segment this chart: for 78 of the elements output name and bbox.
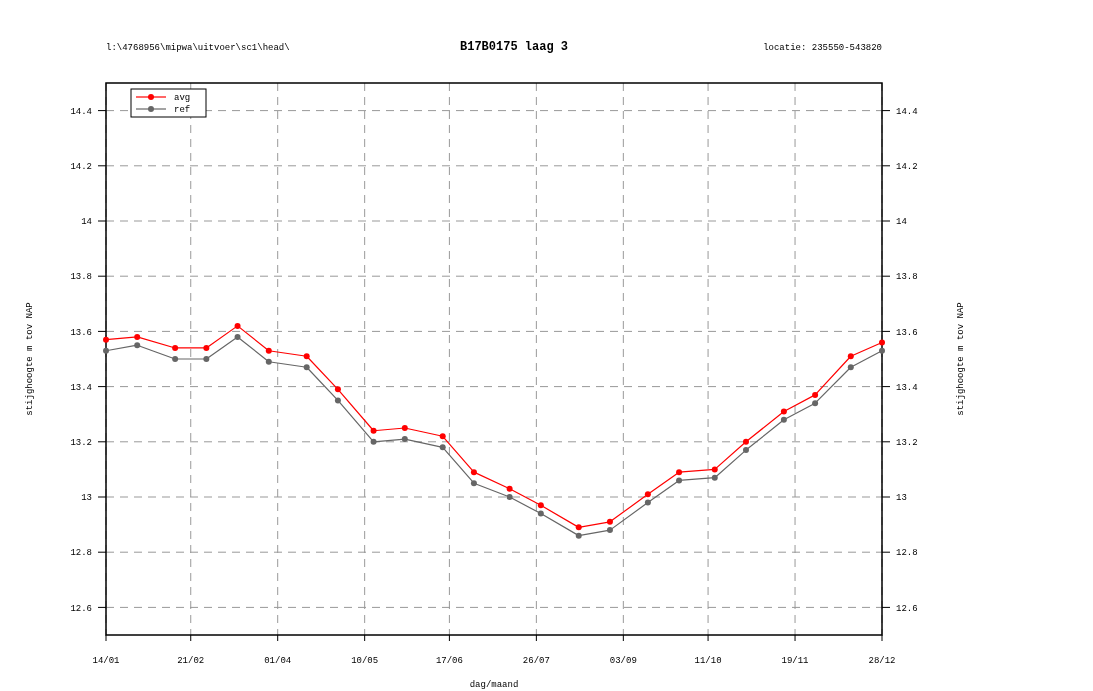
point: [780, 416, 787, 423]
point: [265, 358, 272, 365]
point: [439, 444, 446, 451]
x-tick-label: 11/10: [694, 656, 722, 666]
x-tick-label: 21/02: [177, 656, 205, 666]
x-tick-label: 26/07: [522, 656, 550, 666]
point: [879, 347, 885, 354]
point: [606, 527, 613, 534]
y-tick-label: 12.6: [70, 603, 92, 614]
point: [847, 364, 854, 371]
point: [265, 347, 272, 354]
y-tick-label: 13.8: [70, 272, 92, 283]
legend-label: ref: [174, 105, 191, 116]
point: [537, 510, 544, 517]
point: [401, 425, 408, 431]
point: [644, 491, 651, 498]
y-tick-label: 14.2: [70, 161, 92, 172]
y-tick-label: 13.6: [70, 327, 92, 338]
y-tick-label: 14: [81, 217, 92, 228]
y2-tick-label: 13.8: [896, 272, 918, 283]
y2-tick-label: 13: [896, 493, 907, 504]
point: [711, 474, 718, 481]
point: [506, 485, 513, 492]
y2-tick-label: 13.2: [896, 437, 918, 448]
x-tick-label: 10/05: [351, 656, 379, 666]
point: [506, 494, 513, 500]
point: [644, 499, 651, 506]
point: [401, 436, 408, 443]
point: [676, 477, 683, 484]
point: [711, 466, 718, 473]
y2-tick-label: 14.2: [896, 161, 918, 172]
point: [439, 433, 446, 440]
y2-tick-label: 12.8: [896, 548, 918, 559]
x-tick-label: 17/06: [435, 656, 463, 666]
point: [334, 386, 341, 393]
y-tick-label: 13: [81, 493, 92, 504]
legend-label: avg: [174, 93, 191, 104]
point: [742, 447, 749, 454]
x-tick-label: 03/09: [609, 656, 637, 666]
y2-tick-label: 14.4: [896, 106, 918, 117]
point: [334, 397, 341, 404]
point: [234, 333, 241, 340]
point: [606, 518, 613, 525]
point: [812, 400, 819, 407]
x-tick-label: 14/01: [92, 656, 120, 666]
x-tick-label: 19/11: [781, 656, 809, 666]
y-axis-title: stijghoogte m tov NAP: [25, 302, 35, 416]
chart-title: B17B0175 laag 3: [459, 40, 569, 54]
point: [470, 469, 477, 476]
point: [234, 322, 241, 329]
y-tick-label: 13.2: [70, 437, 92, 448]
y2-axis-title: stijghoogte m tov NAP: [956, 302, 966, 416]
point: [812, 391, 819, 398]
point: [370, 438, 377, 445]
point: [847, 353, 854, 360]
point: [780, 408, 787, 415]
point: [742, 438, 749, 445]
point: [575, 524, 582, 531]
y2-tick-label: 13.4: [896, 382, 918, 393]
point: [370, 427, 377, 434]
y2-tick-label: 13.6: [896, 327, 918, 338]
y-tick-label: 13.4: [70, 382, 92, 393]
point: [303, 364, 310, 371]
y-tick-label: 12.8: [70, 548, 92, 559]
point: [470, 480, 477, 487]
x-axis-title: dag/maand: [469, 680, 519, 690]
y2-tick-label: 14: [896, 217, 907, 228]
point: [303, 353, 310, 360]
point: [879, 339, 885, 346]
y2-tick-label: 12.6: [896, 603, 918, 614]
point: [537, 502, 544, 509]
x-tick-label: 01/04: [264, 656, 292, 666]
point: [676, 469, 683, 476]
x-tick-label: 28/12: [868, 656, 896, 666]
y-tick-label: 14.4: [70, 106, 92, 117]
point: [575, 532, 582, 539]
text: l:\4768956\mipwa\uitvoer\sc1\head\: [106, 43, 290, 53]
text: locatie: 235550-543820: [763, 43, 882, 53]
